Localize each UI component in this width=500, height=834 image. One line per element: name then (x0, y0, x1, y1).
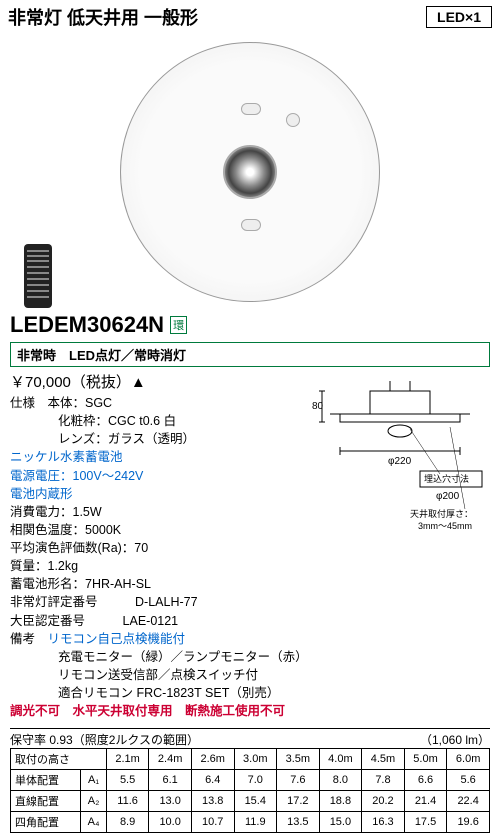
spec-line: 充電モニター（緑）／ランプモニター（赤） (10, 648, 490, 666)
table-caption-left: 保守率 0.93（照度2ルクスの範囲） (10, 731, 199, 748)
spec-line: 備考 リモコン自己点検機能付 (10, 630, 490, 648)
table-cell: 7.6 (277, 770, 320, 791)
product-image (0, 34, 500, 310)
row-label: 直線配置 (11, 791, 81, 812)
table-cell: 20.2 (362, 791, 405, 812)
row-code: A₂ (81, 791, 106, 812)
svg-text:埋込穴寸法: 埋込穴寸法 (424, 473, 469, 484)
model-number: LEDEM30624N (10, 312, 164, 338)
spec-warning: 調光不可 水平天井取付専用 断熱施工使用不可 (10, 702, 490, 720)
row-code: A₄ (81, 812, 106, 833)
table-cell: 16.3 (362, 812, 405, 833)
divider (10, 728, 490, 729)
table-cell: 15.4 (234, 791, 277, 812)
row-label: 四角配置 (11, 812, 81, 833)
table-header-cell: 5.0m (404, 749, 447, 770)
spec-line: 非常灯評定番号 D-LALH-77 (10, 593, 490, 611)
table-header-cell: 6.0m (447, 749, 490, 770)
spec-line: 適合リモコン FRC-1823T SET（別売） (10, 684, 490, 702)
table-row: 直線配置A₂11.613.013.815.417.218.820.221.422… (11, 791, 490, 812)
table-cell: 22.4 (447, 791, 490, 812)
table-cell: 8.0 (319, 770, 362, 791)
table-cell: 11.9 (234, 812, 277, 833)
table-cell: 6.6 (404, 770, 447, 791)
table-cell: 11.6 (106, 791, 149, 812)
table-header-cell: 2.1m (106, 749, 149, 770)
table-cell: 18.8 (319, 791, 362, 812)
spec-line: 蓄電池形名：7HR-AH-SL (10, 575, 490, 593)
svg-text:80: 80 (312, 401, 324, 412)
table-header-cell: 3.0m (234, 749, 277, 770)
svg-text:3mm～45mm: 3mm～45mm (418, 521, 472, 531)
table-header-cell: 取付の高さ (11, 749, 107, 770)
table-cell: 5.5 (106, 770, 149, 791)
spec-line: 平均演色評価数(Ra)：70 (10, 539, 490, 557)
spec-line: 質量：1.2kg (10, 557, 490, 575)
table-cell: 6.4 (191, 770, 234, 791)
table-header-cell: 3.5m (277, 749, 320, 770)
table-cell: 21.4 (404, 791, 447, 812)
sensor-icon (241, 219, 261, 231)
sensor-icon (286, 113, 300, 127)
svg-text:天井取付厚さ：: 天井取付厚さ： (410, 508, 473, 519)
led-badge: LED×1 (426, 6, 492, 28)
table-header-cell: 4.0m (319, 749, 362, 770)
spec-line: 大臣認定番号 LAE-0121 (10, 612, 490, 630)
mode-bar: 非常時 LED点灯／常時消灯 (10, 342, 490, 367)
lens-icon (223, 145, 277, 199)
light-fixture-icon (120, 42, 380, 302)
svg-text:φ220: φ220 (388, 456, 412, 467)
table-cell: 7.0 (234, 770, 277, 791)
table-cell: 10.0 (149, 812, 192, 833)
table-row: 単体配置A₁5.56.16.47.07.68.07.86.65.6 (11, 770, 490, 791)
table-cell: 17.5 (404, 812, 447, 833)
table-cell: 13.5 (277, 812, 320, 833)
table-header-cell: 2.4m (149, 749, 192, 770)
table-row: 四角配置A₄8.910.010.711.913.515.016.317.519.… (11, 812, 490, 833)
table-cell: 17.2 (277, 791, 320, 812)
table-cell: 13.0 (149, 791, 192, 812)
row-label: 単体配置 (11, 770, 81, 791)
dimension-diagram: 80 φ220 埋込穴寸法 φ200 天井取付厚さ： 3mm～45mm (310, 379, 490, 539)
table-header-cell: 4.5m (362, 749, 405, 770)
table-cell: 10.7 (191, 812, 234, 833)
coverage-table: 取付の高さ2.1m2.4m2.6m3.0m3.5m4.0m4.5m5.0m6.0… (10, 748, 490, 833)
table-cell: 5.6 (447, 770, 490, 791)
table-cell: 8.9 (106, 812, 149, 833)
table-cell: 7.8 (362, 770, 405, 791)
table-caption-right: （1,060 lm） (420, 731, 490, 748)
remote-icon (24, 244, 52, 308)
table-header-cell: 2.6m (191, 749, 234, 770)
row-code: A₁ (81, 770, 106, 791)
sensor-icon (241, 103, 261, 115)
eco-badge: 環 (170, 316, 187, 334)
spec-line: リモコン送受信部／点検スイッチ付 (10, 666, 490, 684)
table-cell: 15.0 (319, 812, 362, 833)
page-title: 非常灯 低天井用 一般形 (8, 4, 198, 30)
table-cell: 13.8 (191, 791, 234, 812)
svg-text:φ200: φ200 (436, 491, 460, 502)
table-cell: 6.1 (149, 770, 192, 791)
table-cell: 19.6 (447, 812, 490, 833)
